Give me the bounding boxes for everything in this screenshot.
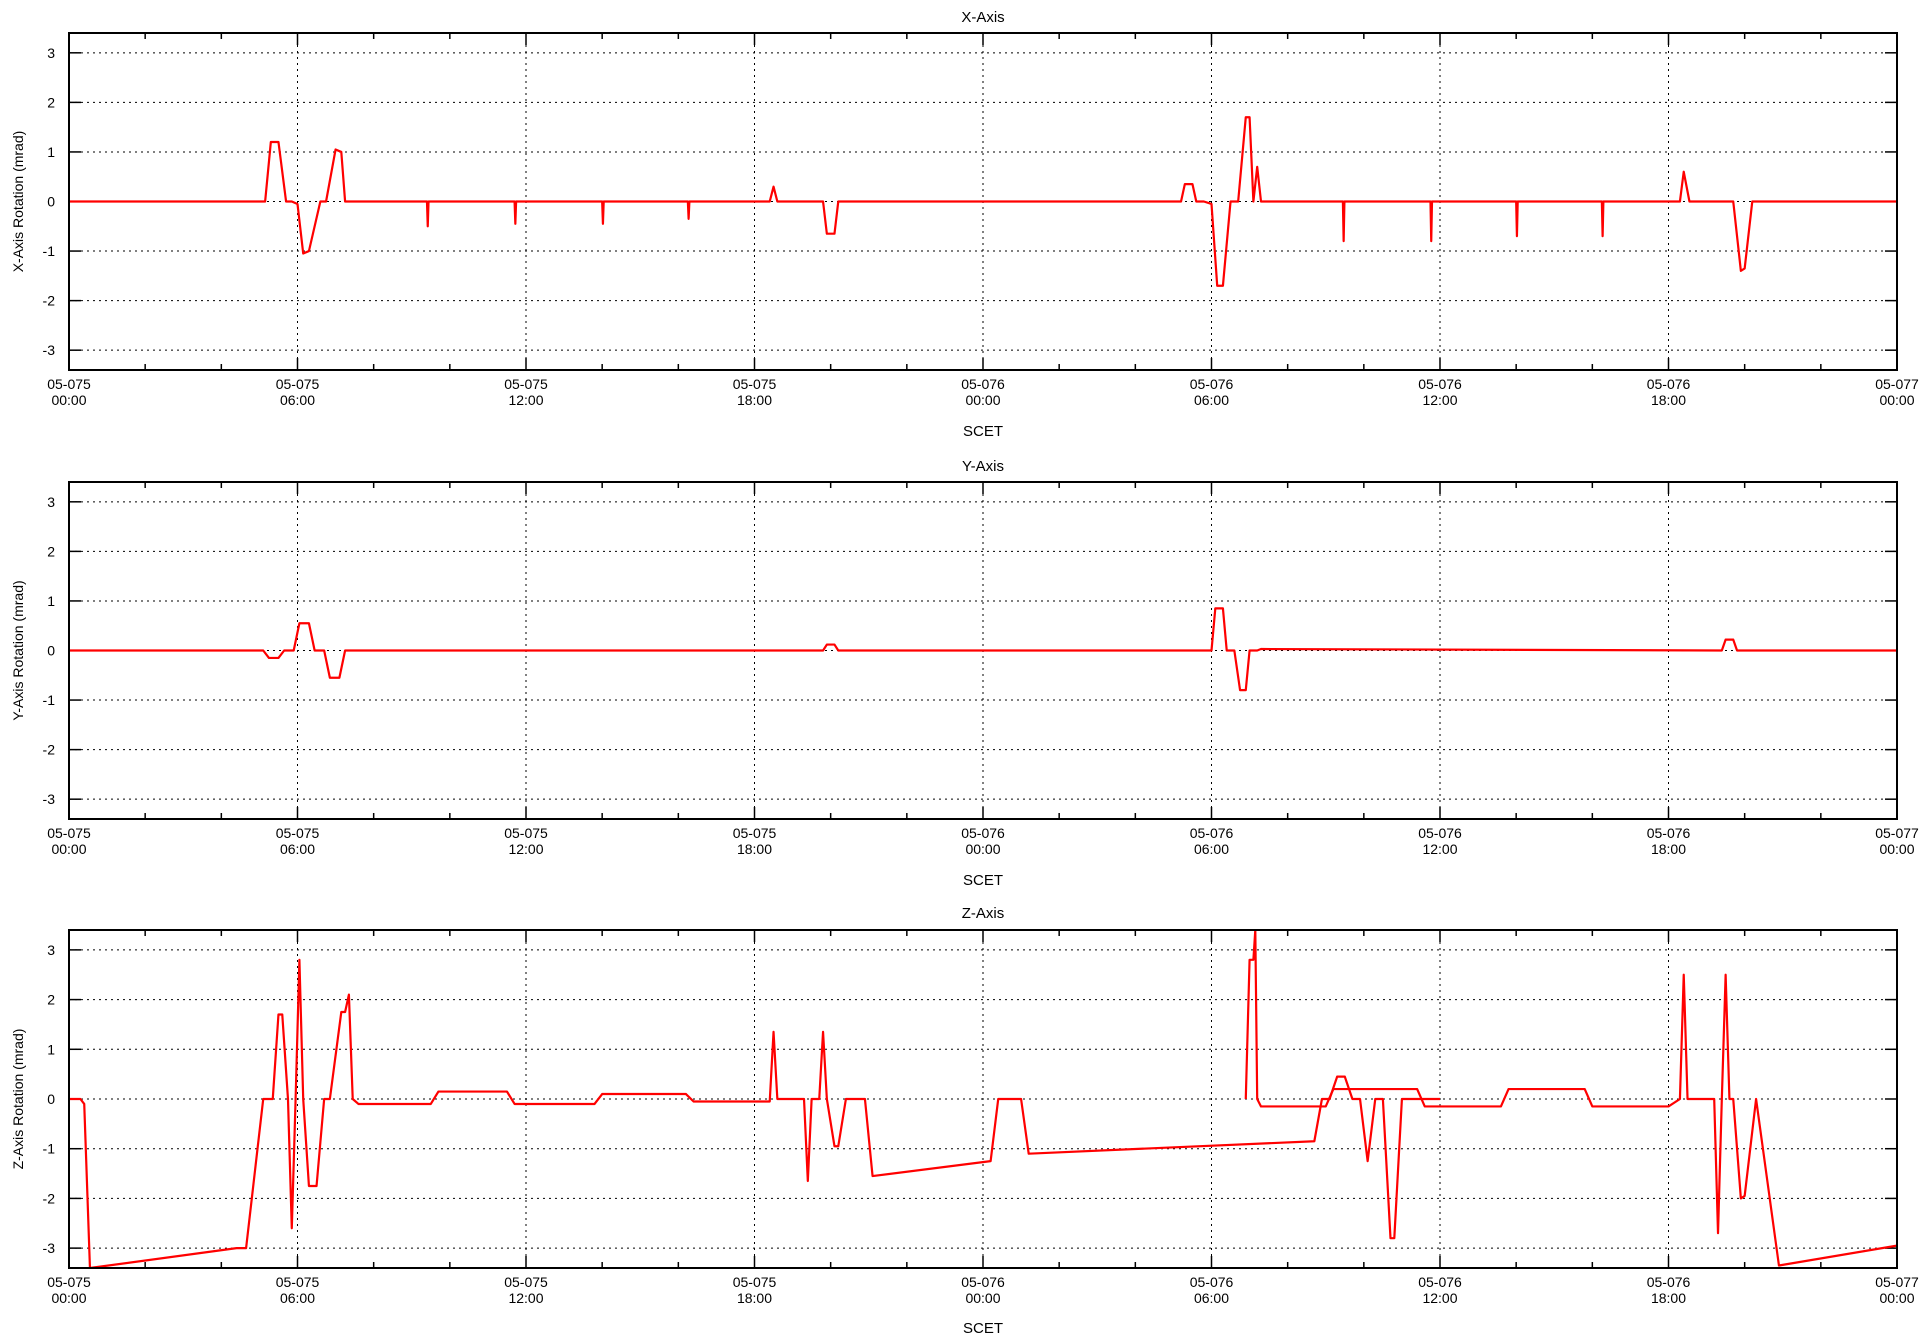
series-line-1 [69,958,1440,1268]
x-tick-label: 06:00 [280,1290,315,1306]
x-tick-label: 05-076 [1190,1274,1234,1290]
x-tick-label: 05-076 [1647,376,1691,392]
y-tick-label: -1 [43,1141,56,1157]
x-tick-label: 05-076 [1190,825,1234,841]
x-tick-label: 05-076 [961,1274,1005,1290]
x-tick-label: 18:00 [737,841,772,857]
series-line-2 [1244,930,1897,1267]
y-tick-label: -1 [43,243,56,259]
x-tick-label: 06:00 [1194,392,1229,408]
y-tick-label: 0 [47,643,55,659]
x-tick-label: 18:00 [737,1290,772,1306]
x-tick-label: 12:00 [508,1290,543,1306]
x-tick-label: 05-076 [1190,376,1234,392]
y-tick-label: 0 [47,1091,55,1107]
y-tick-label: -2 [43,742,56,758]
y-tick-label: 3 [47,494,55,510]
y-tick-label: 2 [47,543,55,559]
y-axis-label: Z-Axis Rotation (mrad) [10,1029,26,1170]
x-tick-label: 05-075 [276,376,320,392]
y-tick-label: -3 [43,1240,56,1256]
y-tick-label: -3 [43,791,56,807]
x-tick-label: 00:00 [1879,392,1914,408]
plot-frame [68,929,1898,1269]
x-tick-label: 05-075 [276,1274,320,1290]
x-tick-label: 18:00 [1651,1290,1686,1306]
y-tick-label: -1 [43,692,56,708]
y-tick-label: -2 [43,293,56,309]
x-tick-label: 05-075 [504,1274,548,1290]
y-tick-label: -3 [43,342,56,358]
x-tick-label: 05-076 [961,825,1005,841]
x-tick-label: 06:00 [1194,1290,1229,1306]
y-axis-label: Y-Axis Rotation (mrad) [10,580,26,720]
y-tick-label: 3 [47,942,55,958]
x-tick-label: 05-076 [1647,825,1691,841]
x-axis-label: SCET [963,1320,1003,1337]
x-tick-label: 06:00 [280,841,315,857]
x-tick-label: 05-076 [1418,825,1462,841]
x-tick-label: 12:00 [508,841,543,857]
chart-panel-1: X-Axis3210-1-2-305-07500:0005-07506:0005… [10,9,1919,440]
x-tick-label: 18:00 [1651,392,1686,408]
x-tick-label: 12:00 [508,392,543,408]
x-tick-label: 05-077 [1875,376,1919,392]
x-tick-label: 05-075 [733,825,777,841]
x-tick-label: 05-076 [1647,1274,1691,1290]
x-tick-label: 18:00 [1651,841,1686,857]
x-axis-label: SCET [963,872,1003,889]
y-axis-label: X-Axis Rotation (mrad) [10,131,26,273]
x-tick-label: 05-075 [47,1274,91,1290]
x-tick-label: 06:00 [1194,841,1229,857]
x-tick-label: 05-075 [276,825,320,841]
chart-title: X-Axis [961,9,1004,26]
y-tick-label: 1 [47,593,55,609]
plot-frame [68,32,1898,371]
x-tick-label: 18:00 [737,392,772,408]
plot-frame [68,481,1898,820]
x-tick-label: 05-076 [961,376,1005,392]
y-tick-label: 0 [47,194,55,210]
x-tick-label: 00:00 [965,392,1000,408]
x-tick-label: 00:00 [1879,1290,1914,1306]
x-tick-label: 05-075 [733,1274,777,1290]
y-tick-label: 2 [47,94,55,110]
x-tick-label: 00:00 [51,841,86,857]
x-tick-label: 00:00 [965,841,1000,857]
y-tick-label: 2 [47,992,55,1008]
x-tick-label: 05-077 [1875,1274,1919,1290]
x-tick-label: 06:00 [280,392,315,408]
y-tick-label: 3 [47,45,55,61]
x-tick-label: 05-075 [733,376,777,392]
chart-panel-3: Z-Axis3210-1-2-305-07500:0005-07506:0005… [10,905,1919,1337]
chart-title: Y-Axis [962,458,1004,475]
x-tick-label: 05-076 [1418,376,1462,392]
x-tick-label: 00:00 [51,392,86,408]
x-tick-label: 12:00 [1422,1290,1457,1306]
x-tick-label: 05-075 [504,376,548,392]
series-line-1 [69,607,1897,692]
series-line-1 [69,116,1897,287]
x-tick-label: 05-075 [504,825,548,841]
x-tick-label: 12:00 [1422,841,1457,857]
x-axis-label: SCET [963,423,1003,440]
x-tick-label: 05-076 [1418,1274,1462,1290]
x-tick-label: 00:00 [1879,841,1914,857]
y-tick-label: 1 [47,1041,55,1057]
x-tick-label: 00:00 [965,1290,1000,1306]
x-tick-label: 00:00 [51,1290,86,1306]
y-tick-label: -2 [43,1190,56,1206]
x-tick-label: 05-077 [1875,825,1919,841]
x-tick-label: 05-075 [47,376,91,392]
x-tick-label: 12:00 [1422,392,1457,408]
x-tick-label: 05-075 [47,825,91,841]
chart-panel-2: Y-Axis3210-1-2-305-07500:0005-07506:0005… [10,458,1919,889]
y-tick-label: 1 [47,144,55,160]
chart-title: Z-Axis [962,905,1005,922]
